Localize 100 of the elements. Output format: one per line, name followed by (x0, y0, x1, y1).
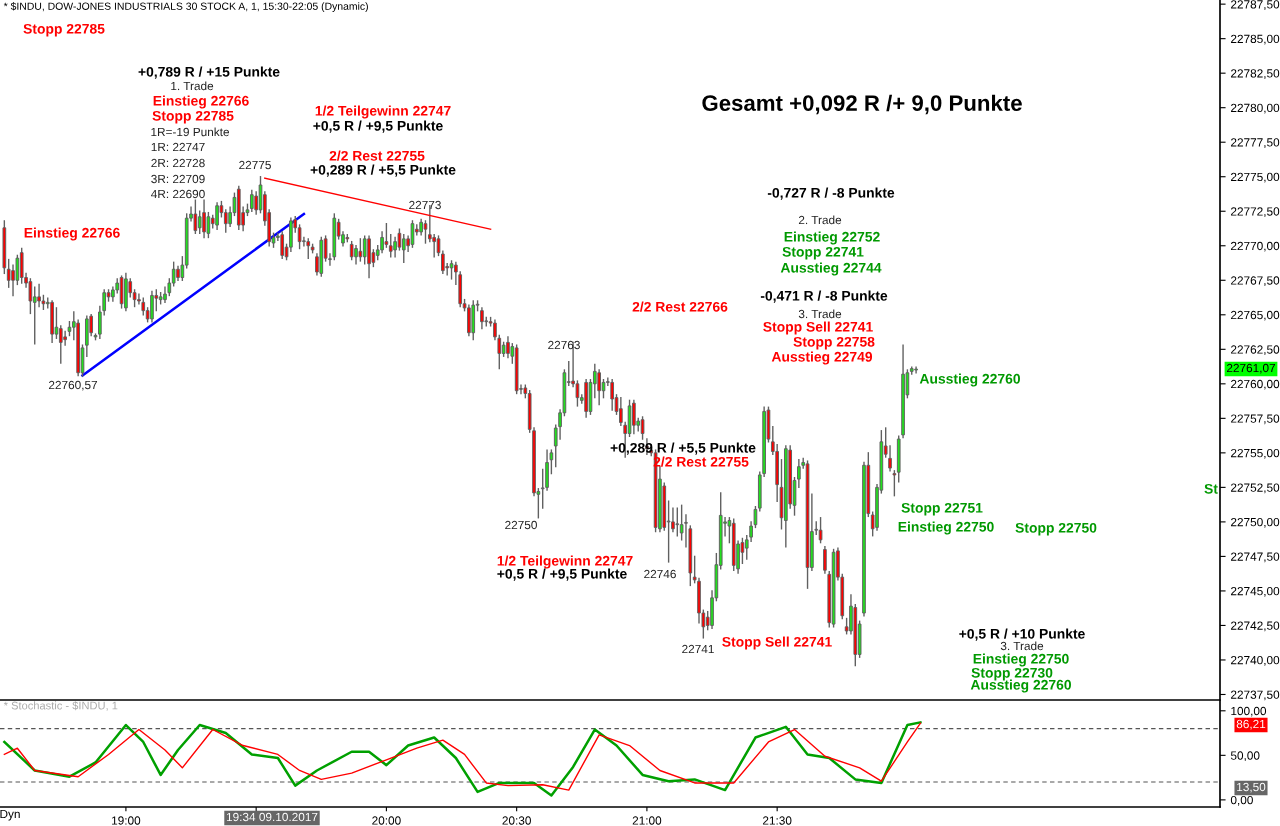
y-tick-label: 50,00 (1230, 751, 1260, 762)
candlestick (610, 378, 615, 411)
annotation: 1/2 Teilgewinn 22747 (497, 555, 633, 569)
candlestick (163, 286, 167, 304)
annotation: 22750 (505, 520, 537, 530)
annotation: 1. Trade (171, 81, 214, 91)
annotation: 22775 (239, 160, 271, 170)
chart-title: * $INDU, DOW-JONES INDUSTRIALS 30 STOCK A, 1, 15:30-22:05 (Dynamic) (3, 2, 368, 12)
candlestick (384, 222, 389, 248)
chart-title: * Stochastic - $INDU, 1 (3, 701, 118, 711)
candlestick (388, 234, 393, 258)
annotation: Einstieg 22752 (784, 231, 880, 245)
annotation: Stopp 22751 (901, 502, 983, 516)
y-tick-label: 22765,00 (1231, 310, 1280, 321)
candlestick (380, 231, 384, 254)
candlestick (640, 416, 645, 440)
y-tick-label: 22750,00 (1231, 517, 1280, 528)
annotation: Stopp 22750 (1015, 522, 1097, 536)
y-tick-label: 22780,00 (1231, 103, 1280, 114)
annotation: 2. Trade (798, 215, 842, 225)
annotation: Stopp 22741 (782, 246, 864, 260)
annotation: Einstieg 22766 (153, 95, 249, 109)
annotation: 3. Trade (1000, 641, 1044, 651)
annotation: 2R: 22728 (151, 158, 205, 168)
candlestick (632, 399, 636, 435)
candlestick (423, 220, 428, 244)
candlestick (480, 307, 484, 330)
candlestick (410, 220, 415, 248)
annotation: 1R=-19 Punkte (151, 127, 230, 137)
x-tick-label: 19:00 (112, 816, 141, 825)
candlestick (197, 210, 202, 235)
annotation: 3R: 22709 (151, 174, 205, 184)
candlestick (193, 199, 198, 235)
candlestick (823, 546, 827, 574)
annotation: 1R: 22747 (151, 142, 205, 152)
y-tick-label: 22742,50 (1231, 621, 1280, 632)
y-tick-label: 22775,00 (1231, 172, 1280, 183)
candlestick (150, 290, 154, 323)
annotation: Ausstieg 22760 (970, 679, 1071, 693)
annotation: Ausstieg 22744 (780, 262, 882, 276)
y-tick-label: 0,00 (1230, 795, 1253, 806)
candlestick (37, 283, 41, 308)
candlestick (362, 235, 367, 265)
candlestick (249, 189, 254, 212)
annotation: Einstieg 22750 (898, 521, 994, 535)
candlestick (818, 517, 823, 544)
y-tick-label: 22752,50 (1231, 483, 1280, 494)
annotation: 4R: 22690 (151, 189, 205, 199)
candlestick (597, 369, 601, 406)
annotation: Stopp 22758 (793, 336, 875, 350)
annotation: +0,5 R / +10 Punkte (959, 628, 1085, 641)
annotation: 3. Trade (798, 309, 842, 319)
annotation: +0,289 R / +5,5 Punkte (310, 164, 456, 177)
annotation: Stopp 22785 (152, 110, 234, 124)
annotation: Einstieg 22766 (24, 227, 120, 241)
y-tick-label: 22747,50 (1231, 552, 1280, 563)
candlestick (280, 231, 285, 259)
y-tick-label: 22770,00 (1231, 241, 1280, 252)
candlestick (63, 330, 67, 346)
annotation: -0,471 R / -8 Punkte (760, 290, 888, 303)
annotation: -0,727 R / -8 Punkte (767, 187, 895, 200)
candlestick (202, 199, 206, 239)
y-tick-label: 22772,50 (1231, 207, 1280, 218)
annotation: 2/2 Rest 22755 (329, 150, 425, 161)
text: 86,21 (1236, 719, 1266, 730)
annotation: Einstieg 22750 (973, 653, 1069, 667)
text: 13,50 (1237, 782, 1266, 793)
y-tick-label: 22757,50 (1231, 414, 1280, 425)
annotation: Ausstieg 22760 (919, 373, 1020, 387)
y-tick-label: 22762,50 (1231, 345, 1280, 356)
candlestick (401, 234, 406, 264)
annotation: Stopp Sell 22741 (722, 636, 832, 650)
annotation: 1/2 Teilgewinn 22747 (315, 105, 451, 119)
candlestick (58, 325, 63, 364)
y-tick-label: 22740,00 (1231, 655, 1280, 666)
annotation: St (1204, 483, 1218, 494)
annotation: Stopp 22785 (23, 23, 105, 37)
text: 19:34 09.10.2017 (226, 812, 318, 822)
y-tick-label: 100,00 (1231, 706, 1267, 717)
text: Dyn (0, 809, 20, 821)
y-tick-label: 22755,00 (1231, 448, 1280, 459)
candlestick (306, 238, 311, 259)
y-tick-label: 22787,50 (1231, 0, 1280, 10)
y-tick-label: 22737,50 (1231, 690, 1280, 701)
candlestick (671, 507, 675, 533)
y-tick-label: 22785,00 (1231, 34, 1280, 45)
y-tick-label: 22760,00 (1231, 379, 1280, 390)
candlestick (888, 445, 892, 472)
annotation: +0,5 R / +9,5 Punkte (313, 120, 443, 133)
y-tick-label: 22745,00 (1231, 586, 1280, 597)
x-tick-label: 20:30 (502, 816, 531, 825)
candlestick (358, 238, 363, 262)
annotation: Ausstieg 22749 (771, 351, 873, 365)
candlestick (215, 202, 219, 230)
y-tick-label: 22767,50 (1231, 276, 1280, 287)
candlestick (393, 236, 397, 258)
candlestick (892, 470, 897, 497)
annotation: 22760,57 (48, 380, 98, 391)
annotation: +0,5 R / +9,5 Punkte (497, 568, 627, 581)
x-tick-label: 20:00 (372, 816, 401, 825)
